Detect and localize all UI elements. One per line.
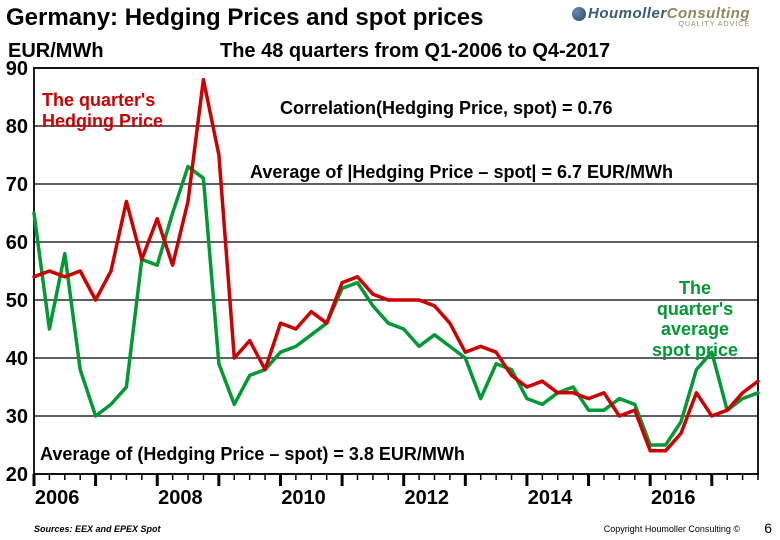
- hedging-series-label: The quarter'sHedging Price: [42, 90, 202, 131]
- svg-text:2014: 2014: [528, 487, 573, 508]
- avg-abs-text: Average of |Hedging Price – spot| = 6.7 …: [250, 162, 673, 183]
- svg-text:70: 70: [6, 174, 28, 196]
- logo-part2: Consulting: [667, 5, 750, 22]
- source-footer: Sources: EEX and EPEX Spot: [34, 524, 161, 534]
- page-number: 6: [764, 520, 772, 536]
- logo: HoumollerConsulting QUALITY ADVICE: [572, 6, 750, 28]
- svg-text:2016: 2016: [651, 487, 696, 508]
- svg-text:2012: 2012: [405, 487, 450, 508]
- copyright-footer: Copyright Houmoller Consulting ©: [604, 524, 740, 534]
- page-title: Germany: Hedging Prices and spot prices: [6, 4, 483, 32]
- avg-diff-text: Average of (Hedging Price – spot) = 3.8 …: [40, 444, 465, 465]
- svg-text:30: 30: [6, 406, 28, 428]
- logo-globe-icon: [572, 7, 586, 21]
- svg-text:2008: 2008: [158, 487, 203, 508]
- svg-text:40: 40: [6, 348, 28, 370]
- svg-text:2006: 2006: [35, 487, 80, 508]
- svg-text:80: 80: [6, 116, 28, 138]
- spot-series-label: Thequarter'saveragespot price: [640, 278, 750, 361]
- correlation-text: Correlation(Hedging Price, spot) = 0.76: [280, 98, 613, 119]
- svg-text:50: 50: [6, 290, 28, 312]
- logo-part1: Houmoller: [588, 5, 667, 22]
- svg-text:90: 90: [6, 58, 28, 80]
- logo-sub: QUALITY ADVICE: [572, 21, 750, 28]
- svg-text:20: 20: [6, 464, 28, 486]
- svg-text:60: 60: [6, 232, 28, 254]
- slide: Germany: Hedging Prices and spot prices …: [0, 0, 780, 540]
- svg-text:2010: 2010: [281, 487, 326, 508]
